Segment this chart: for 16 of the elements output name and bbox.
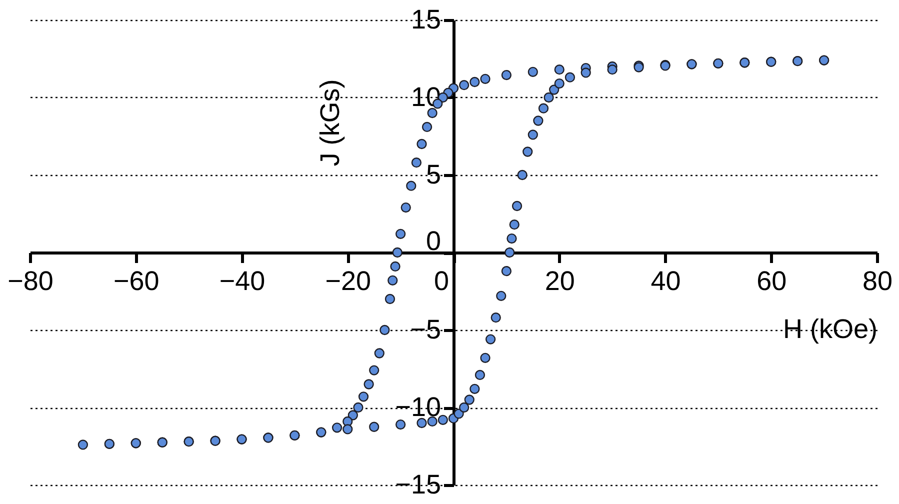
y-tick-label: −5 xyxy=(410,314,441,344)
x-tick-label: −60 xyxy=(113,266,160,296)
x-tick-label: 40 xyxy=(650,266,681,296)
y-tick-label: 0 xyxy=(426,226,441,256)
x-axis-title: H (kOe) xyxy=(783,314,878,344)
x-tick-label: −80 xyxy=(8,266,54,296)
y-tick-label: −10 xyxy=(395,392,441,422)
y-axis-title: J (kGs) xyxy=(315,79,346,166)
y-tick-label: 5 xyxy=(426,160,441,190)
y-tick-label: 15 xyxy=(410,4,441,34)
x-tick-label: −20 xyxy=(325,266,372,296)
x-tick-label: 60 xyxy=(756,266,787,296)
x-tick-label: 80 xyxy=(862,266,893,296)
y-tick-label: −15 xyxy=(395,470,441,500)
x-tick-label: −40 xyxy=(219,266,266,296)
x-tick-label: 20 xyxy=(544,266,575,296)
